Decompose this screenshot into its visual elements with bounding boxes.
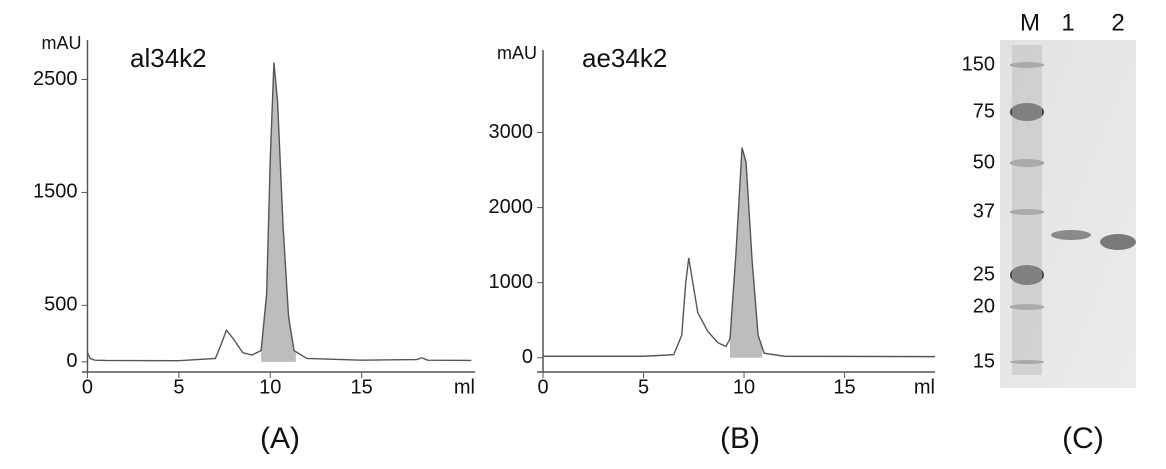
x-tick-label: 5	[638, 376, 649, 398]
y-tick-label: 2000	[489, 196, 534, 218]
panel-caption: (B)	[720, 422, 760, 455]
y-tick-label: 2500	[33, 68, 78, 90]
marker-label: 15	[973, 350, 995, 372]
marker-label: 50	[973, 151, 995, 173]
y-tick-label: 0	[522, 346, 533, 368]
y-axis-label: mAU	[41, 33, 81, 53]
x-axis-label: ml	[914, 376, 935, 398]
y-tick-label: 3000	[489, 121, 534, 143]
marker-label: 75	[973, 100, 995, 122]
y-tick-label: 500	[44, 294, 77, 316]
y-axis-label: mAU	[497, 43, 537, 63]
x-tick-label: 10	[733, 376, 755, 398]
marker-lane-smear	[1012, 45, 1042, 375]
lane-label: 1	[1061, 9, 1074, 36]
chart-title: ae34k2	[582, 43, 667, 73]
marker-label: 37	[973, 200, 995, 222]
chart-title: al34k2	[130, 43, 207, 73]
x-tick-label: 10	[259, 376, 281, 398]
band-lane-2	[1100, 234, 1136, 250]
lane-label: 2	[1111, 9, 1124, 36]
figure: 050015002500051015mlmAUal34k2(A)01000200…	[0, 0, 1166, 469]
y-tick-label: 1500	[33, 181, 78, 203]
x-tick-label: 5	[173, 376, 184, 398]
band-lane-1	[1051, 230, 1091, 240]
y-tick-label: 1000	[489, 271, 534, 293]
panel-caption: (C)	[1062, 422, 1104, 455]
marker-label: 150	[962, 53, 995, 75]
x-tick-label: 15	[833, 376, 855, 398]
x-axis-label: ml	[454, 376, 475, 398]
y-tick-label: 0	[66, 350, 77, 372]
panel-caption: (A)	[260, 422, 300, 455]
x-tick-label: 0	[537, 376, 548, 398]
lane-label: M	[1020, 9, 1040, 36]
marker-label: 25	[973, 263, 995, 285]
x-tick-label: 15	[351, 376, 373, 398]
marker-label: 20	[973, 295, 995, 317]
x-tick-label: 0	[82, 376, 93, 398]
